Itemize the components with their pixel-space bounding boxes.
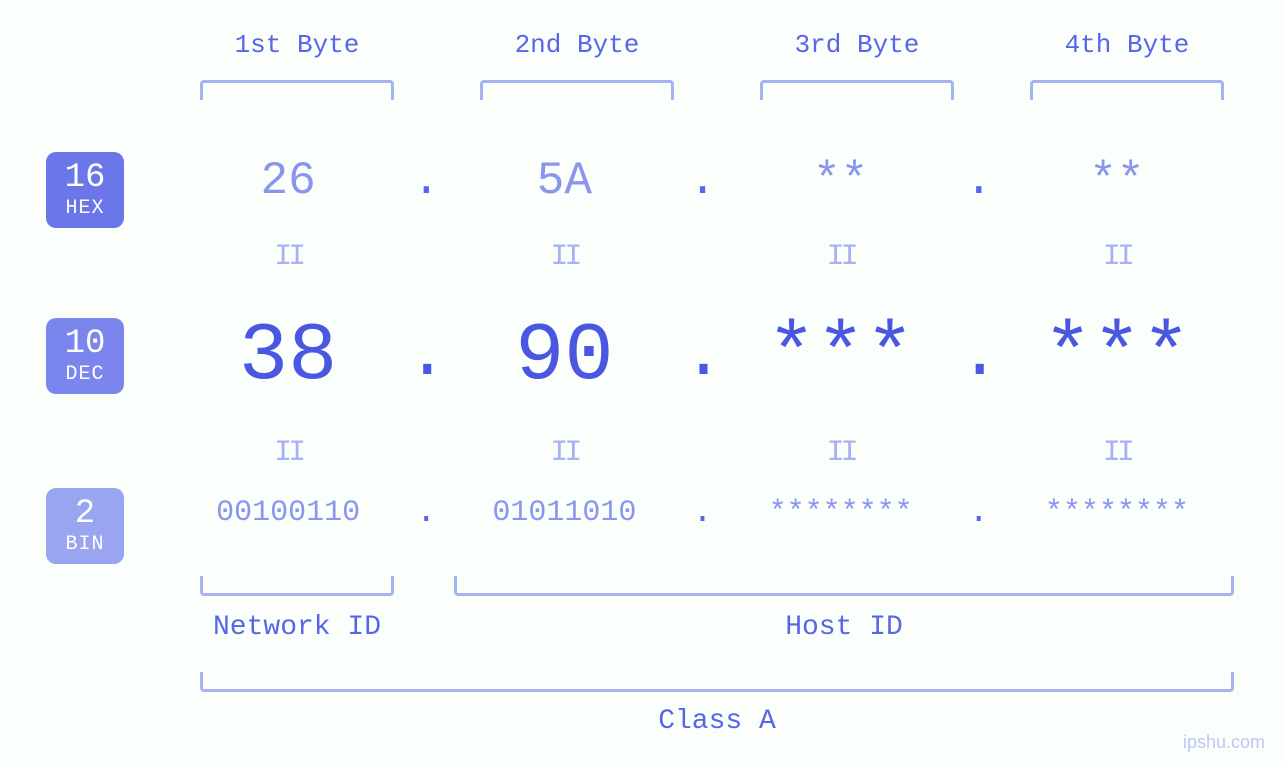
badge-bin: 2 BIN [46, 488, 124, 564]
dec-byte-2: 90 [446, 310, 682, 403]
hex-byte-1: 26 [170, 155, 406, 207]
separator-dot: . [683, 317, 723, 396]
class-bracket [200, 672, 1234, 692]
equals-glyph: II [723, 436, 959, 470]
bin-byte-1: 00100110 [170, 496, 406, 530]
bin-byte-3: ******** [723, 496, 959, 530]
byte-header-1: 1st Byte [197, 30, 397, 60]
top-bracket-3 [760, 80, 954, 100]
class-label: Class A [200, 706, 1234, 737]
bin-byte-2: 01011010 [446, 496, 682, 530]
dec-byte-1: 38 [170, 310, 406, 403]
dec-row: 38 . 90 . *** . *** [170, 310, 1235, 403]
equals-glyph: II [999, 436, 1235, 470]
equals-glyph: II [999, 240, 1235, 274]
equals-glyph: II [170, 240, 406, 274]
separator-dot: . [683, 155, 723, 207]
separator-dot: . [406, 155, 446, 207]
equals-glyph: II [446, 436, 682, 470]
badge-dec-num: 10 [65, 327, 106, 361]
network-id-label: Network ID [200, 612, 394, 643]
top-bracket-4 [1030, 80, 1224, 100]
separator-dot: . [959, 494, 999, 532]
badge-hex-label: HEX [65, 199, 104, 219]
badge-bin-num: 2 [75, 497, 95, 531]
host-id-bracket [454, 576, 1234, 596]
hex-row: 26 . 5A . ** . ** [170, 155, 1235, 207]
top-bracket-1 [200, 80, 394, 100]
bin-row: 00100110 . 01011010 . ******** . *******… [170, 494, 1235, 532]
equals-glyph: II [170, 436, 406, 470]
separator-dot: . [406, 494, 446, 532]
equals-row-hex-dec: II II II II [170, 240, 1235, 274]
hex-byte-3: ** [723, 155, 959, 207]
separator-dot: . [959, 317, 999, 396]
watermark: ipshu.com [1183, 732, 1265, 753]
badge-dec: 10 DEC [46, 318, 124, 394]
byte-header-2: 2nd Byte [477, 30, 677, 60]
separator-dot: . [959, 155, 999, 207]
badge-bin-label: BIN [65, 535, 104, 555]
top-bracket-2 [480, 80, 674, 100]
equals-glyph: II [723, 240, 959, 274]
badge-hex-num: 16 [65, 161, 106, 195]
byte-header-4: 4th Byte [1027, 30, 1227, 60]
network-id-bracket [200, 576, 394, 596]
hex-byte-2: 5A [446, 155, 682, 207]
ip-diagram: 16 HEX 10 DEC 2 BIN 1st Byte 2nd Byte 3r… [0, 0, 1285, 767]
equals-row-dec-bin: II II II II [170, 436, 1235, 470]
separator-dot: . [406, 317, 446, 396]
badge-dec-label: DEC [65, 365, 104, 385]
byte-header-3: 3rd Byte [757, 30, 957, 60]
separator-dot: . [683, 494, 723, 532]
hex-byte-4: ** [999, 155, 1235, 207]
badge-hex: 16 HEX [46, 152, 124, 228]
equals-glyph: II [446, 240, 682, 274]
bin-byte-4: ******** [999, 496, 1235, 530]
host-id-label: Host ID [454, 612, 1234, 643]
dec-byte-4: *** [999, 310, 1235, 403]
dec-byte-3: *** [723, 310, 959, 403]
